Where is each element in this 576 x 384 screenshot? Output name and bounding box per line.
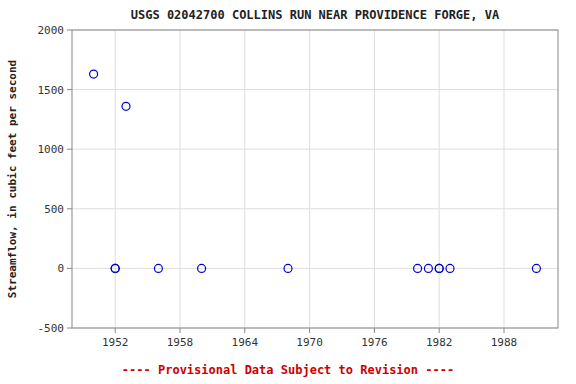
grid-line-x — [309, 30, 310, 328]
grid-line-x — [180, 30, 181, 328]
x-tick-label: 1988 — [491, 336, 518, 349]
point — [90, 70, 98, 78]
x-tick-label: 1958 — [167, 336, 194, 349]
y-tick — [67, 89, 72, 90]
x-tick — [374, 328, 375, 333]
chart: 1952 1958 1964 1970 1976 1982 1988 -500 0 500 1000… — [0, 0, 576, 384]
point — [122, 102, 130, 110]
x-tick-label: 1952 — [102, 336, 129, 349]
point — [198, 264, 206, 272]
annotation: ---- Provisional Data Subject to Revisio… — [122, 363, 454, 377]
y-tick-label: 1000 — [38, 143, 65, 156]
point — [532, 264, 540, 272]
y-tick — [67, 328, 72, 329]
point — [414, 264, 422, 272]
point — [435, 264, 443, 272]
point — [111, 264, 119, 272]
y-axis: -500 0 500 1000 1500 2000 — [38, 24, 73, 335]
point — [111, 264, 119, 272]
grid-line-y — [72, 89, 558, 90]
y-tick-label: 1500 — [38, 84, 65, 97]
points — [90, 70, 541, 272]
point — [154, 264, 162, 272]
x-tick — [439, 328, 440, 333]
grid-line-x — [115, 30, 116, 328]
x-tick-label: 1970 — [296, 336, 323, 349]
grid-line-y — [72, 268, 558, 269]
point — [284, 264, 292, 272]
point — [424, 264, 432, 272]
grid — [72, 30, 558, 328]
x-tick-label: 1964 — [232, 336, 259, 349]
x-axis: 1952 1958 1964 1970 1976 1982 1988 — [102, 328, 517, 349]
y-tick — [67, 149, 72, 150]
point — [446, 264, 454, 272]
y-tick-label: -500 — [38, 322, 65, 335]
x-tick-label: 1976 — [361, 336, 388, 349]
title: USGS 02042700 COLLINS RUN NEAR PROVIDENC… — [131, 8, 500, 22]
plot-frame — [72, 30, 558, 328]
y-tick-label: 500 — [44, 203, 64, 216]
y-tick — [67, 30, 72, 31]
x-tick — [244, 328, 245, 333]
x-tick — [180, 328, 181, 333]
grid-line-x — [439, 30, 440, 328]
grid-line-y — [72, 208, 558, 209]
x-tick — [309, 328, 310, 333]
y-tick-label: 2000 — [38, 24, 65, 37]
grid-line-y — [72, 149, 558, 150]
grid-line-x — [244, 30, 245, 328]
x-tick — [115, 328, 116, 333]
y-tick — [67, 268, 72, 269]
y-label: Streamflow, in cubic feet per second — [6, 60, 19, 298]
grid-line-x — [504, 30, 505, 328]
x-tick — [504, 328, 505, 333]
y-tick — [67, 208, 72, 209]
point — [435, 264, 443, 272]
grid-line-x — [374, 30, 375, 328]
y-tick-label: 0 — [57, 262, 64, 275]
x-tick-label: 1982 — [426, 336, 453, 349]
